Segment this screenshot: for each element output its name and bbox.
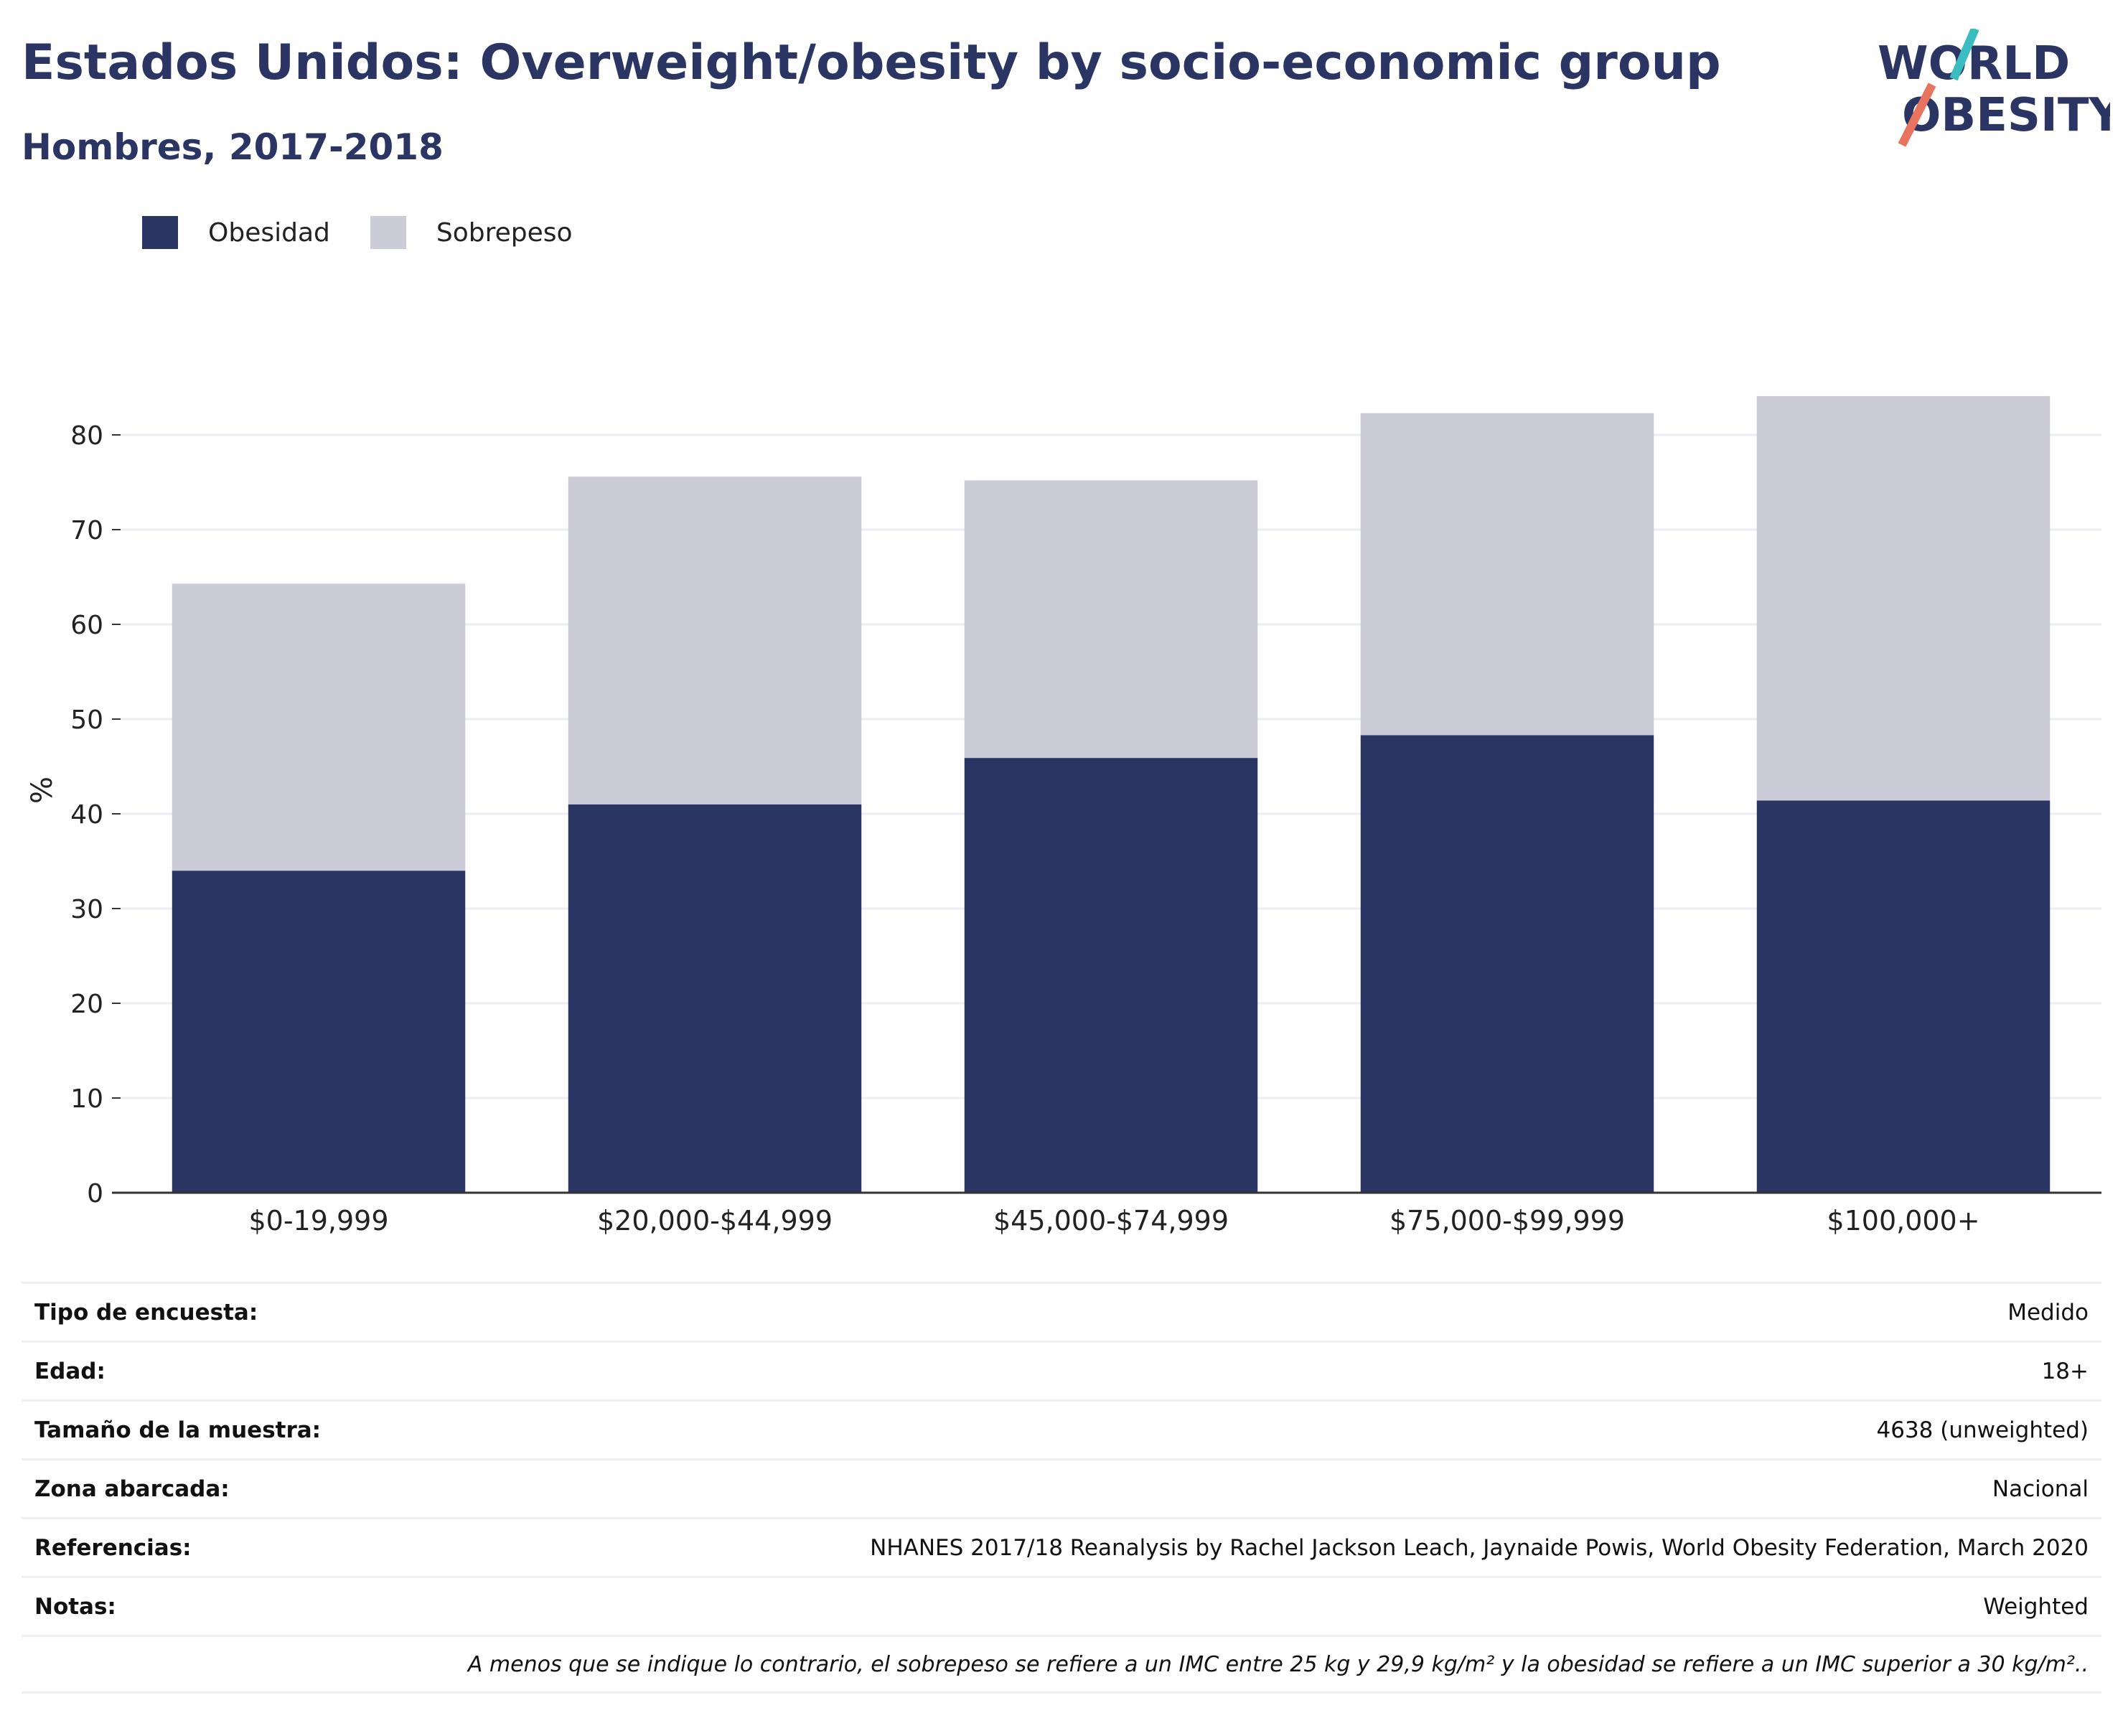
x-tick-label: $75,000-$99,999 — [1389, 1205, 1625, 1237]
y-axis-title: % — [26, 776, 59, 804]
survey-info-table: Tipo de encuesta: Medido Edad: 18+ Tamañ… — [22, 1282, 2101, 1694]
stacked-bar-chart: 0 10 20 30 40 50 60 70 80% $0-19,999 $20,000-$44,9… — [26, 395, 2101, 1237]
info-row-sample-size: Tamaño de la muestra: 4638 (unweighted) — [22, 1399, 2101, 1458]
y-tick-label: 10 — [70, 1084, 103, 1114]
logo-slash-coral — [1898, 83, 1936, 147]
logo-word-world: WORLD — [1878, 37, 2070, 90]
footnote-row: A menos que se indique lo contrario, el … — [22, 1635, 2101, 1694]
chart-title: Estados Unidos: Overweight/obesity by so… — [22, 34, 1721, 91]
definitions-footnote: A menos que se indique lo contrario, el … — [467, 1651, 2089, 1677]
x-tick-label: $100,000+ — [1827, 1205, 1979, 1237]
y-tick-label: 20 — [70, 990, 103, 1019]
x-tick-label: $20,000-$44,999 — [597, 1205, 833, 1237]
legend-label-obesity: Obesidad — [208, 217, 330, 248]
info-label: Edad: — [34, 1358, 106, 1384]
bar-obesity — [568, 804, 862, 1193]
logo-slash-teal — [1949, 29, 1979, 81]
y-tick-label: 0 — [87, 1179, 103, 1209]
logo-word-obesity: OBESITY — [1902, 89, 2110, 142]
bar-overweight — [568, 477, 862, 804]
y-tick-label: 30 — [70, 895, 103, 924]
info-value: 18+ — [2041, 1358, 2089, 1384]
bar-obesity — [964, 758, 1258, 1193]
x-tick-label: $0-19,999 — [248, 1205, 388, 1237]
info-label: Tipo de encuesta: — [34, 1299, 258, 1326]
info-value: NHANES 2017/18 Reanalysis by Rachel Jack… — [870, 1534, 2089, 1561]
bar-obesity — [1756, 800, 2051, 1193]
bar-overweight — [1360, 413, 1654, 736]
chart-legend: Obesidad Sobrepeso — [142, 214, 613, 251]
legend-label-overweight: Sobrepeso — [436, 217, 573, 248]
legend-item-obesity[interactable]: Obesidad — [142, 216, 330, 249]
info-row-age: Edad: 18+ — [22, 1341, 2101, 1399]
info-value: 4638 (unweighted) — [1876, 1417, 2089, 1443]
bar-obesity — [1360, 735, 1654, 1193]
legend-swatch-overweight — [370, 216, 406, 249]
info-label: Tamaño de la muestra: — [34, 1417, 322, 1443]
bar-overweight — [964, 480, 1258, 759]
legend-item-overweight[interactable]: Sobrepeso — [370, 216, 573, 249]
info-label: Notas: — [34, 1593, 116, 1620]
info-label: Referencias: — [34, 1534, 192, 1561]
chart-subtitle: Hombres, 2017-2018 — [22, 126, 444, 168]
info-row-notes: Notas: Weighted — [22, 1576, 2101, 1635]
info-label: Zona abarcada: — [34, 1475, 230, 1502]
y-tick-label: 50 — [70, 705, 103, 735]
bar-overweight — [172, 583, 466, 871]
info-row-area: Zona abarcada: Nacional — [22, 1458, 2101, 1517]
y-tick-label: 80 — [70, 421, 103, 451]
info-value: Medido — [2007, 1299, 2089, 1326]
legend-swatch-obesity — [142, 216, 178, 249]
y-tick-label: 60 — [70, 611, 103, 640]
info-row-survey-type: Tipo de encuesta: Medido — [22, 1282, 2101, 1341]
y-tick-label: 40 — [70, 800, 103, 830]
info-value: Nacional — [1992, 1475, 2089, 1502]
info-value: Weighted — [1983, 1593, 2089, 1620]
x-tick-label: $45,000-$74,999 — [993, 1205, 1229, 1237]
world-obesity-logo: WORLD OBESITY — [1878, 29, 2110, 147]
info-row-references: Referencias: NHANES 2017/18 Reanalysis b… — [22, 1517, 2101, 1576]
bar-overweight — [1756, 395, 2051, 801]
bar-obesity — [172, 871, 466, 1193]
y-tick-label: 70 — [70, 516, 103, 545]
